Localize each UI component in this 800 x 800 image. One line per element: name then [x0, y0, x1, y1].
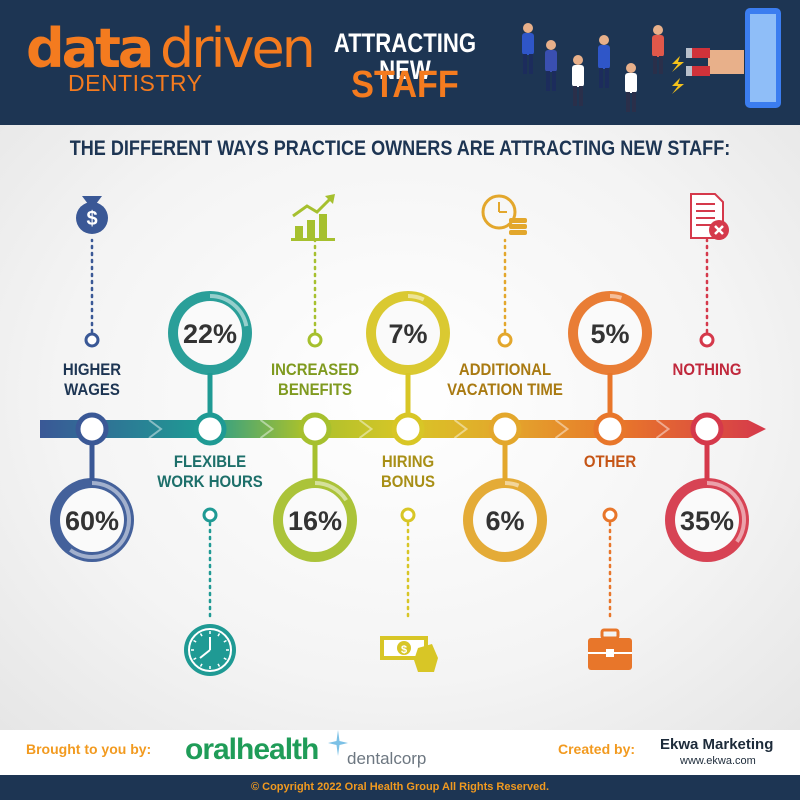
category-label: NOTHING: [673, 361, 742, 379]
label-dot: [699, 332, 715, 348]
value-arc: [706, 481, 746, 543]
briefcase-icon: [588, 628, 632, 670]
svg-text:$: $: [86, 208, 97, 230]
timeline-node: [298, 412, 332, 446]
category-column: 35% NOTHING: [665, 193, 749, 562]
timeline-arrow: [655, 419, 671, 439]
category-label: INCREASED: [271, 361, 359, 379]
value-label: 35%: [680, 506, 734, 536]
logo-driven-text: driven: [160, 17, 316, 80]
header-banner: data driven DENTISTRY ATTRACTING NEW STA…: [0, 0, 800, 125]
category-column: 5% OTHER: [568, 291, 652, 670]
recruitment-illustration: [522, 8, 781, 112]
timeline-node: [488, 412, 522, 446]
copyright-text: © Copyright 2022 Oral Health Group All R…: [250, 781, 550, 793]
growth-chart-icon: [291, 194, 335, 241]
page-title-line1: ATTRACTING NEW: [333, 28, 477, 85]
value-label: 6%: [485, 506, 524, 536]
oralhealth-logo: oralhealth: [185, 733, 319, 766]
category-label: FLEXIBLE: [174, 453, 247, 471]
logo-data-text: data: [26, 17, 154, 80]
value-label: 5%: [590, 319, 629, 349]
value-label: 7%: [388, 319, 427, 349]
timeline-node: [391, 412, 425, 446]
category-column: 16% INCREASED BENEFITS: [271, 194, 359, 562]
value-circle-inner: [178, 301, 242, 365]
value-arc: [504, 481, 520, 488]
value-label: 16%: [288, 506, 342, 536]
value-circle-inner: [473, 488, 537, 552]
label-dot: [400, 507, 416, 523]
value-circle-inner: [376, 301, 440, 365]
timeline-node: [75, 412, 109, 446]
timeline-node: [690, 412, 724, 446]
time-money-icon: [481, 194, 527, 235]
dentalcorp-logo: dentalcorp: [347, 749, 427, 768]
svg-text:$: $: [401, 644, 407, 656]
value-arc: [407, 294, 425, 302]
cancelled-document-icon: [690, 193, 729, 240]
label-dot: [497, 332, 513, 348]
cash-hand-icon: $: [380, 636, 438, 672]
timeline-arrow: [554, 419, 570, 439]
category-label: BENEFITS: [278, 381, 352, 399]
walking-people-icon: [522, 23, 664, 112]
category-label: ADDITIONAL: [459, 361, 551, 379]
label-dot: [84, 332, 100, 348]
label-dot: [602, 507, 618, 523]
value-circle-inner: [60, 488, 124, 552]
category-label: HIRING: [382, 453, 434, 471]
category-column: 6% ADDITIONAL VACATION TIME: [447, 194, 563, 562]
subheading: THE DIFFERENT WAYS PRACTICE OWNERS ARE A…: [69, 137, 731, 160]
ekwa-marketing-logo: Ekwa Marketing: [660, 736, 774, 753]
category-column: 22% FLEXIBLE WORK HOURS: [157, 291, 263, 676]
copyright-bar: [0, 775, 800, 800]
category-label: WORK HOURS: [157, 473, 263, 491]
money-bag-icon: $: [76, 196, 108, 234]
sparkle-icon: [328, 730, 348, 756]
timeline-arrow: [148, 419, 163, 439]
value-arc: [69, 481, 131, 559]
magnet-phone-icon: [672, 8, 781, 108]
category-label: VACATION TIME: [447, 381, 563, 399]
category-label: BONUS: [381, 473, 435, 491]
label-dot: [202, 507, 218, 523]
timeline-arrow: [453, 419, 469, 439]
value-label: 60%: [65, 506, 119, 536]
value-circle-inner: [675, 488, 739, 552]
logo-dentistry-text: DENTISTRY: [68, 70, 203, 96]
category-label: HIGHER: [63, 361, 122, 379]
brought-by-label: Brought to you by:: [26, 741, 152, 757]
timeline-arrow: [259, 419, 275, 439]
ekwa-url: www.ekwa.com: [680, 755, 756, 767]
category-column: 7% HIRING BONUS $: [366, 291, 450, 672]
category-label: WAGES: [64, 381, 120, 399]
timeline-chart: 60% HIGHER WAGES $22% FLEXIBLE WORK HOURS 16% I…: [40, 193, 766, 676]
value-arc: [209, 294, 249, 327]
category-column: 60% HIGHER WAGES $: [50, 196, 134, 562]
clock-icon: [184, 624, 236, 676]
timeline-node: [593, 412, 627, 446]
created-by-label: Created by:: [558, 741, 636, 757]
value-circle-inner: [283, 488, 347, 552]
timeline-node: [193, 412, 227, 446]
value-arc: [314, 481, 348, 502]
label-dot: [307, 332, 323, 348]
value-arc: [609, 294, 623, 300]
page-title-line2: STAFF: [351, 64, 459, 106]
category-label: OTHER: [584, 453, 637, 471]
value-label: 22%: [183, 319, 237, 349]
timeline-arrow: [358, 419, 374, 439]
value-circle-inner: [578, 301, 642, 365]
